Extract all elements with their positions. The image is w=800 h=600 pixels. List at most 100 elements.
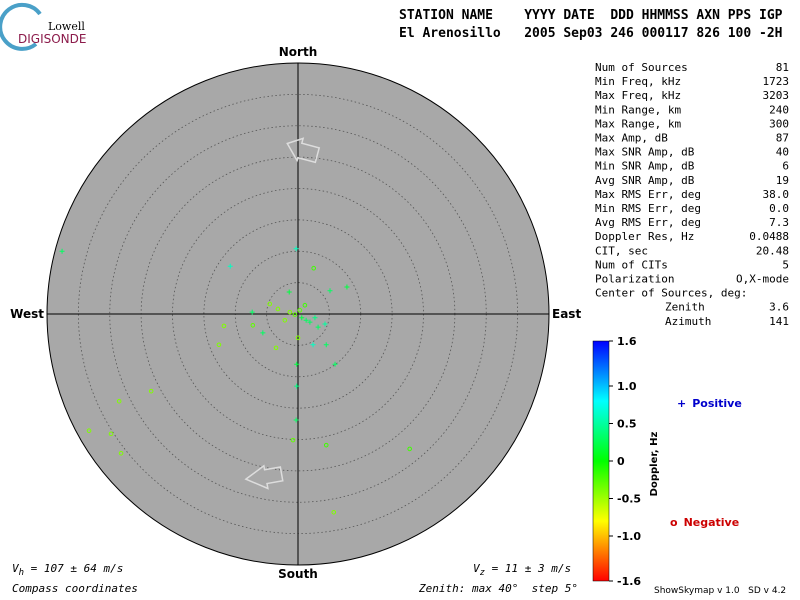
logo-swoosh <box>0 2 42 51</box>
stat-value: O,X-mode <box>736 273 789 286</box>
colorbar-tick-label: -0.5 <box>617 493 641 506</box>
source-positive <box>59 248 65 254</box>
legend-symbol: o <box>670 516 678 529</box>
stat-label: Doppler Res, Hz <box>595 230 694 243</box>
source-negative <box>282 317 288 323</box>
zenith-info: Zenith: max 40° step 5° <box>418 582 578 595</box>
stat-label: CIT, sec <box>595 244 648 257</box>
stat-value: 3203 <box>763 89 790 102</box>
vh-sub: h <box>19 568 24 578</box>
header-line2: El Arenosillo 2005 Sep03 246 000117 826 … <box>399 26 783 41</box>
vh-v: V <box>12 562 20 575</box>
version: ShowSkymap v 1.0 SD v 4.2 <box>654 586 786 596</box>
stat-label: Max Freq, kHz <box>595 89 681 102</box>
vz-text: = 11 ± 3 m/s <box>485 562 571 575</box>
stat-label: Num of Sources <box>595 61 688 74</box>
compass-south: South <box>278 567 318 581</box>
source-negative <box>267 301 273 307</box>
source-negative <box>216 342 222 348</box>
vz-v: V <box>473 562 481 575</box>
stat-label: Avg SNR Amp, dB <box>595 174 695 187</box>
legend-text: Positive <box>692 397 742 410</box>
stat-value: 81 <box>776 61 789 74</box>
stat-value: 0.0 <box>769 202 789 215</box>
vh: Vh = 107 ± 64 m/s <box>12 562 123 578</box>
stat-value: 38.0 <box>763 188 790 201</box>
source-negative <box>311 265 316 271</box>
source-positive <box>323 342 329 348</box>
stat-value: 0.0488 <box>749 230 789 243</box>
source-negative <box>221 323 227 329</box>
source-negative <box>292 312 298 317</box>
source-negative <box>86 428 92 434</box>
stat-value: 40 <box>776 146 789 159</box>
legend-text: Negative <box>684 516 740 529</box>
stat-label: Min Freq, kHz <box>595 75 681 88</box>
zenith-max: 40 <box>498 582 512 595</box>
source-positive <box>327 288 333 294</box>
stats-table: Num of Sources 81 Min Freq, kHz 1723 Max Fre… <box>595 61 789 328</box>
source-negative <box>295 335 301 341</box>
stat-label: Max SNR Amp, dB <box>595 146 695 159</box>
source-negative <box>290 437 296 443</box>
source-positive <box>286 289 292 295</box>
source-positive <box>293 246 299 252</box>
source-negative <box>116 398 122 404</box>
source-negative <box>118 451 124 456</box>
source-negative <box>302 302 308 308</box>
logo-top: Lowell <box>48 20 85 33</box>
source-positive <box>315 324 321 330</box>
source-positive <box>332 361 338 367</box>
stat-value: 6 <box>782 160 789 173</box>
source-negative <box>287 309 293 315</box>
source-negative <box>273 345 279 351</box>
polar-plot <box>46 62 550 566</box>
colorbar-label: Doppler, Hz <box>649 432 660 497</box>
zenith-mid: ° step <box>512 582 565 595</box>
colorbar-tick-label: 0 <box>617 455 625 468</box>
source-positive <box>322 321 328 327</box>
velocity-arrow <box>244 464 284 490</box>
zenith-suffix: ° <box>571 582 578 595</box>
compass-west: West <box>10 307 44 321</box>
stat-value: 240 <box>769 103 789 116</box>
colorbar-tick-label: 1.0 <box>617 380 637 393</box>
colorbar-tick-label: -1.6 <box>617 575 641 588</box>
stat-label: Zenith <box>665 301 705 314</box>
coords: Compass coordinates <box>12 582 138 595</box>
compass-east: East <box>552 307 581 321</box>
vz-sub: z <box>480 568 485 578</box>
stat-label: Num of CITs <box>595 258 668 271</box>
stat-label: Polarization <box>595 273 674 286</box>
legend-positive: + Positive <box>677 397 742 410</box>
source-positive <box>344 284 350 290</box>
stat-value: 300 <box>769 117 789 130</box>
source-negative <box>331 509 337 515</box>
source-positive <box>310 342 316 348</box>
stat-value: 19 <box>776 174 789 187</box>
source-negative <box>323 442 329 448</box>
logo-bottom: DIGISONDE <box>18 32 86 46</box>
legend-negative: o Negative <box>670 516 739 529</box>
source-positive <box>307 319 313 325</box>
colorbar-tick-label: -1.0 <box>617 530 641 543</box>
source-positive <box>293 417 299 423</box>
colorbar-tick-label: 0.5 <box>617 418 637 431</box>
source-positive <box>294 361 300 367</box>
source-positive <box>299 315 305 321</box>
stat-value: 87 <box>776 132 789 145</box>
stat-label: Max RMS Err, deg <box>595 188 701 201</box>
source-positive <box>227 263 233 269</box>
source-positive <box>294 383 300 389</box>
stat-label: Max Amp, dB <box>595 132 668 145</box>
stat-value: 141 <box>769 315 789 328</box>
header-line1: STATION NAME YYYY DATE DDD HHMMSS AXN PP… <box>399 8 783 23</box>
source-negative <box>407 446 412 452</box>
source-negative <box>275 306 281 312</box>
stat-label: Center of Sources, deg: <box>595 287 747 300</box>
compass-north: North <box>279 45 317 59</box>
source-negative <box>250 322 256 328</box>
vz: Vz = 11 ± 3 m/s <box>473 562 571 578</box>
source-positive <box>303 317 309 323</box>
